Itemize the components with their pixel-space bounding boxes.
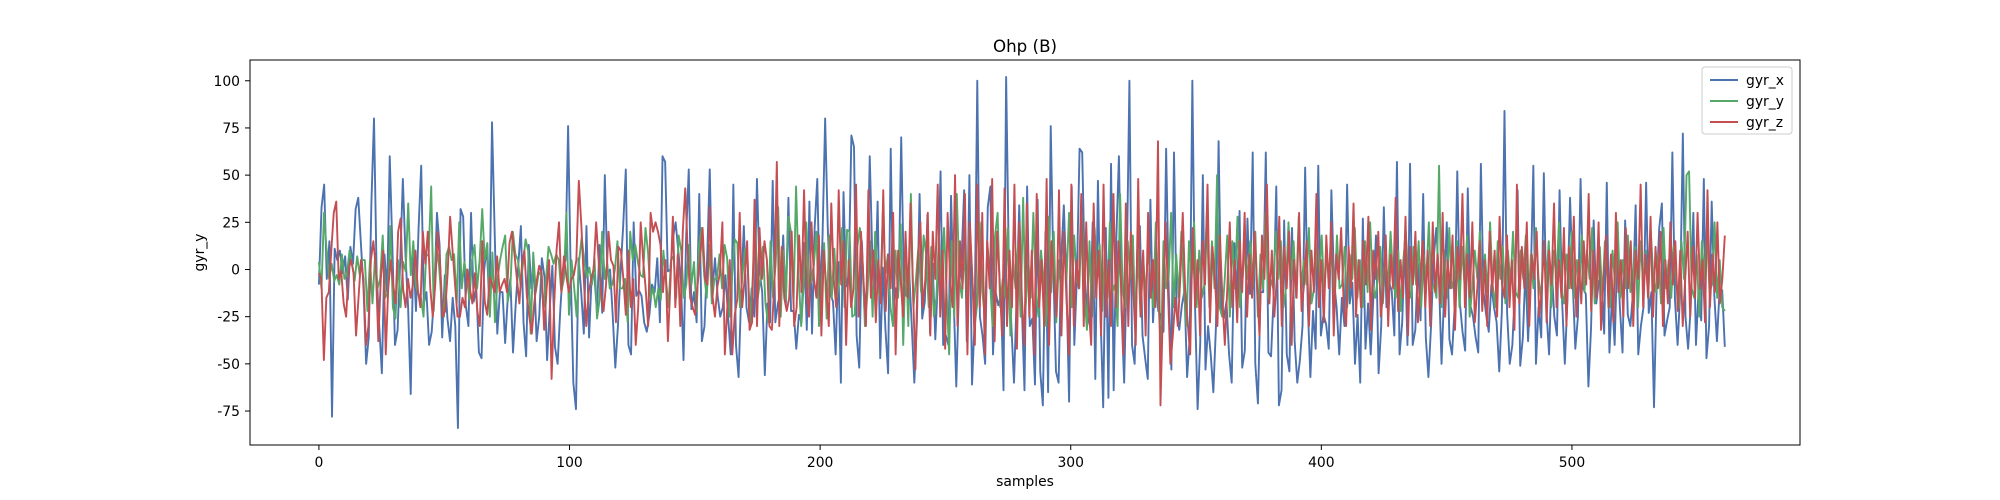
- y-tick-label: -75: [217, 404, 240, 420]
- x-axis-label: samples: [996, 474, 1054, 490]
- chart-title: Ohp (B): [993, 36, 1057, 56]
- x-tick-label: 100: [556, 455, 583, 471]
- series-line-gyr_z: [318, 140, 1726, 407]
- y-tick-label: -50: [217, 357, 240, 373]
- legend: gyr_x gyr_y gyr_z: [1701, 66, 1793, 135]
- y-tick-label: 0: [231, 262, 240, 278]
- plot-area: [317, 76, 1726, 429]
- x-tick-label: 300: [1057, 455, 1084, 471]
- y-tick-label: 100: [213, 74, 240, 90]
- y-tick-label: 75: [222, 121, 240, 137]
- y-tick-label: -25: [217, 310, 240, 326]
- x-tick-label: 400: [1308, 455, 1335, 471]
- x-axis: 0 100 200 300 400 500: [314, 445, 1585, 471]
- y-axis-label: gyr_y: [192, 234, 208, 272]
- y-tick-label: 25: [222, 215, 240, 231]
- legend-label-gyr_y: gyr_y: [1746, 94, 1784, 110]
- x-tick-label: 200: [807, 455, 834, 471]
- axes-frame: [249, 59, 1801, 446]
- y-axis: -75 -50 -25 0 25 50 75 100: [213, 74, 250, 420]
- legend-frame: [1701, 66, 1793, 135]
- legend-label-gyr_x: gyr_x: [1746, 73, 1784, 89]
- x-tick-label: 0: [314, 455, 323, 471]
- y-tick-label: 50: [222, 168, 240, 184]
- legend-label-gyr_z: gyr_z: [1746, 115, 1783, 131]
- x-tick-label: 500: [1559, 455, 1586, 471]
